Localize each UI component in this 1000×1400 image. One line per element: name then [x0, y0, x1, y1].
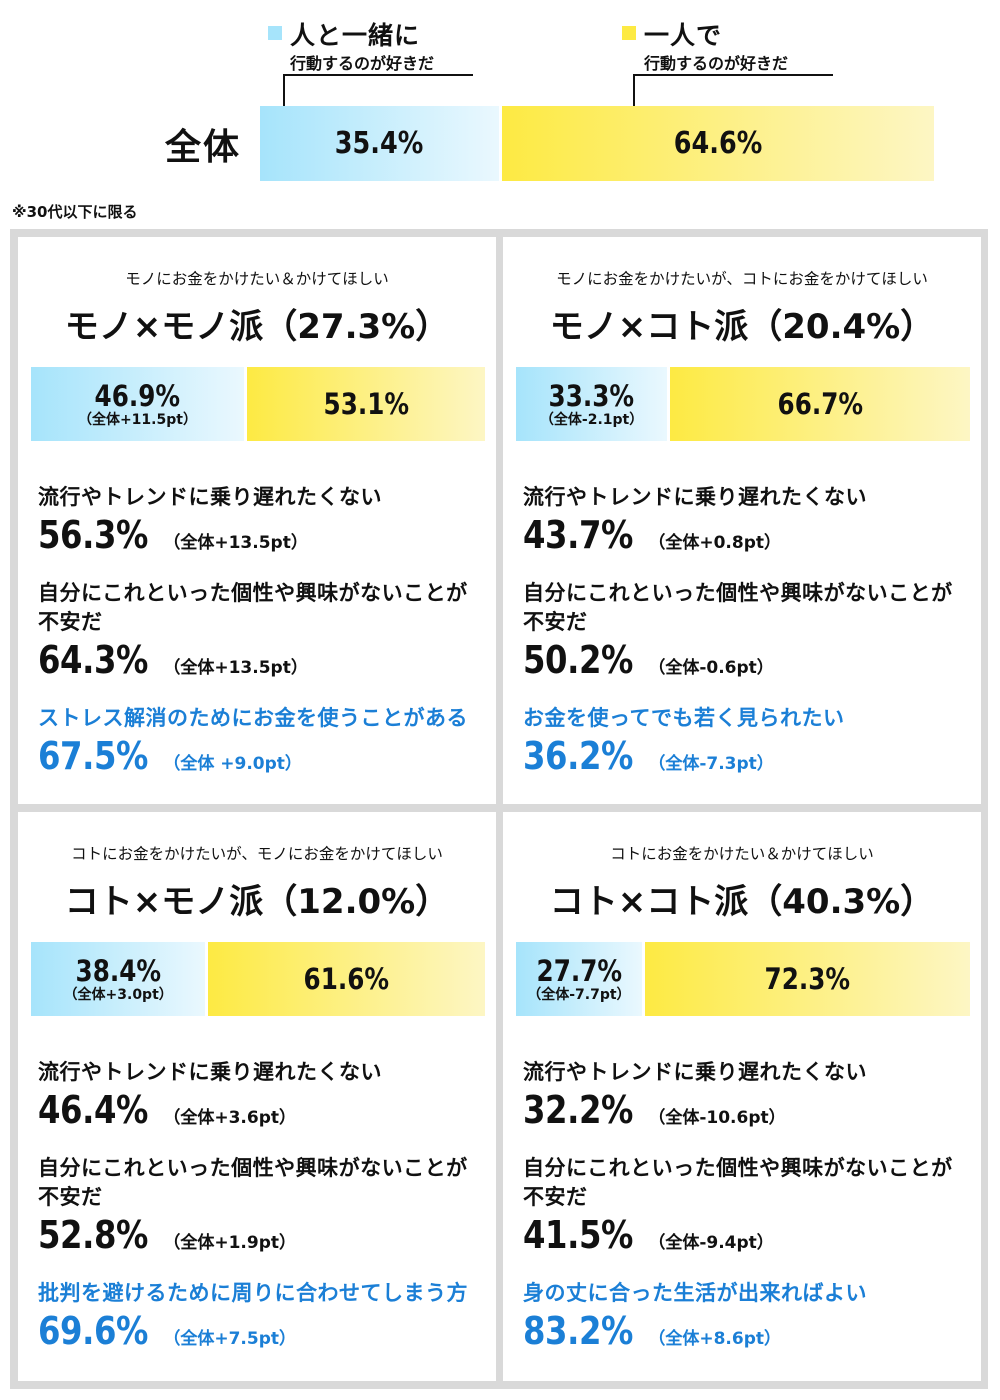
- stat-value: 67.5%: [38, 734, 148, 778]
- overall-bar: 35.4% 64.6%: [260, 106, 934, 181]
- panel-subtitle: コトにお金をかけたいが、モノにお金をかけてほしい: [71, 845, 443, 863]
- stat-label: 流行やトレンドに乗り遅れたくない: [523, 1060, 867, 1084]
- panel-bar: 38.4% （全体+3.0pt） 61.6%: [31, 942, 485, 1016]
- stat-value: 46.4%: [38, 1088, 148, 1132]
- bar-value-alone: 53.1%: [323, 387, 409, 421]
- stat-value: 43.7%: [523, 513, 633, 557]
- stat-label: 批判を避けるために周りに合わせてしまう方: [38, 1281, 468, 1305]
- panel-title: コト×コト派（40.3%）: [549, 882, 935, 922]
- bar-segment-together: 46.9% （全体+11.5pt）: [31, 367, 244, 441]
- stat-value: 83.2%: [523, 1309, 633, 1353]
- panel-title: モノ×モノ派（27.3%）: [64, 307, 450, 347]
- stat-label: 自分にこれといった個性や興味がないことが不安だ: [523, 1156, 953, 1209]
- stat-diff: （全体 +9.0pt）: [163, 754, 302, 774]
- stat-item: 自分にこれといった個性や興味がないことが不安だ 64.3% （全体+13.5pt）: [38, 579, 488, 683]
- stat-diff: （全体-0.6pt）: [648, 658, 774, 678]
- stat-item-highlight: 批判を避けるために周りに合わせてしまう方 69.6% （全体+7.5pt）: [38, 1279, 488, 1354]
- bar-diff-together: （全体+3.0pt）: [63, 987, 173, 1003]
- stat-value: 50.2%: [523, 638, 633, 682]
- panel-koto-mono: コトにお金をかけたいが、モノにお金をかけてほしい コト×モノ派（12.0%） 3…: [18, 812, 496, 1381]
- stat-diff: （全体+7.5pt）: [163, 1329, 296, 1349]
- stat-label: 自分にこれといった個性や興味がないことが不安だ: [38, 581, 468, 634]
- bar-segment-alone: 53.1%: [243, 367, 485, 441]
- stat-value: 41.5%: [523, 1213, 633, 1257]
- stat-diff: （全体-9.4pt）: [648, 1233, 774, 1253]
- stat-diff: （全体+13.5pt）: [163, 533, 308, 553]
- stat-diff: （全体+8.6pt）: [648, 1329, 781, 1349]
- bar-diff-together: （全体-2.1pt）: [539, 412, 644, 428]
- stat-diff: （全体+13.5pt）: [163, 658, 308, 678]
- stat-label: 自分にこれといった個性や興味がないことが不安だ: [38, 1156, 468, 1209]
- stat-value: 64.3%: [38, 638, 148, 682]
- bar-value-together: 46.9%: [94, 379, 181, 413]
- bar-value-alone: 72.3%: [764, 962, 851, 996]
- stat-item: 流行やトレンドに乗り遅れたくない 56.3% （全体+13.5pt）: [38, 483, 488, 558]
- panel-mono-koto: モノにお金をかけたいが、コトにお金をかけてほしい モノ×コト派（20.4%） 3…: [503, 237, 981, 804]
- panel-bar: 46.9% （全体+11.5pt） 53.1%: [31, 367, 485, 441]
- bar-value-together: 35.4%: [335, 126, 424, 161]
- bar-segment-together: 35.4%: [260, 106, 499, 181]
- bar-segment-alone: 64.6%: [498, 106, 934, 181]
- stat-label: 流行やトレンドに乗り遅れたくない: [38, 485, 382, 509]
- stat-item: 流行やトレンドに乗り遅れたくない 43.7% （全体+0.8pt）: [523, 483, 973, 558]
- stat-value: 52.8%: [38, 1213, 148, 1257]
- legend-alone-line1: 一人で: [644, 21, 723, 50]
- legend-together-line1: 人と一緒に: [290, 21, 421, 50]
- panel-subtitle: モノにお金をかけたいが、コトにお金をかけてほしい: [556, 270, 928, 288]
- overall-label: 全体: [165, 127, 242, 168]
- stat-diff: （全体-10.6pt）: [648, 1108, 786, 1128]
- stat-label: 自分にこれといった個性や興味がないことが不安だ: [523, 581, 953, 634]
- panel-title: モノ×コト派（20.4%）: [549, 307, 935, 347]
- bar-segment-alone: 61.6%: [205, 942, 485, 1016]
- stat-value: 32.2%: [523, 1088, 633, 1132]
- stat-item-highlight: ストレス解消のためにお金を使うことがある 67.5% （全体 +9.0pt）: [38, 704, 488, 779]
- legend-swatch-alone: [622, 26, 636, 40]
- panel-bar: 27.7% （全体-7.7pt） 72.3%: [516, 942, 970, 1016]
- stat-item: 自分にこれといった個性や興味がないことが不安だ 41.5% （全体-9.4pt）: [523, 1154, 973, 1258]
- panel-mono-mono: モノにお金をかけたい＆かけてほしい モノ×モノ派（27.3%） 46.9% （全…: [18, 237, 496, 804]
- stat-diff: （全体-7.3pt）: [648, 754, 774, 774]
- stat-item: 自分にこれといった個性や興味がないことが不安だ 50.2% （全体-0.6pt）: [523, 579, 973, 683]
- stat-label: 流行やトレンドに乗り遅れたくない: [38, 1060, 382, 1084]
- stat-label: お金を使ってでも若く見られたい: [523, 706, 845, 730]
- bar-value-alone: 66.7%: [777, 387, 863, 421]
- stat-value: 69.6%: [38, 1309, 148, 1353]
- stat-label: 身の丈に合った生活が出来ればよい: [523, 1281, 867, 1305]
- panel-bar: 33.3% （全体-2.1pt） 66.7%: [516, 367, 970, 441]
- panel-title: コト×モノ派（12.0%）: [64, 882, 450, 922]
- stat-value: 56.3%: [38, 513, 148, 557]
- bar-segment-together: 27.7% （全体-7.7pt）: [516, 942, 642, 1016]
- segment-panels-grid: モノにお金をかけたい＆かけてほしい モノ×モノ派（27.3%） 46.9% （全…: [10, 229, 988, 1389]
- legend-together-line2: 行動するのが好きだ: [290, 54, 435, 73]
- panel-subtitle: モノにお金をかけたい＆かけてほしい: [125, 270, 389, 288]
- panel-subtitle: コトにお金をかけたい＆かけてほしい: [610, 845, 874, 863]
- bar-value-together: 33.3%: [548, 379, 635, 413]
- footnote: ※30代以下に限る: [12, 203, 138, 221]
- stat-diff: （全体+1.9pt）: [163, 1233, 296, 1253]
- bar-value-together: 27.7%: [536, 954, 622, 988]
- bar-segment-together: 38.4% （全体+3.0pt）: [31, 942, 206, 1016]
- stat-item: 自分にこれといった個性や興味がないことが不安だ 52.8% （全体+1.9pt）: [38, 1154, 488, 1258]
- stat-item-highlight: お金を使ってでも若く見られたい 36.2% （全体-7.3pt）: [523, 704, 973, 779]
- legend-alone-line2: 行動するのが好きだ: [644, 54, 789, 73]
- bar-value-alone: 61.6%: [303, 962, 390, 996]
- stat-label: ストレス解消のためにお金を使うことがある: [38, 706, 468, 730]
- stat-item-highlight: 身の丈に合った生活が出来ればよい 83.2% （全体+8.6pt）: [523, 1279, 973, 1354]
- bar-diff-together: （全体+11.5pt）: [77, 412, 197, 428]
- bar-value-alone: 64.6%: [673, 126, 763, 161]
- bar-value-together: 38.4%: [75, 954, 161, 988]
- panel-koto-koto: コトにお金をかけたい＆かけてほしい コト×コト派（40.3%） 27.7% （全…: [503, 812, 981, 1381]
- stat-diff: （全体+0.8pt）: [648, 533, 781, 553]
- stat-value: 36.2%: [523, 734, 633, 778]
- bar-segment-together: 33.3% （全体-2.1pt）: [516, 367, 668, 441]
- stat-label: 流行やトレンドに乗り遅れたくない: [523, 485, 867, 509]
- stat-diff: （全体+3.6pt）: [163, 1108, 296, 1128]
- bar-segment-alone: 72.3%: [641, 942, 970, 1016]
- stat-item: 流行やトレンドに乗り遅れたくない 32.2% （全体-10.6pt）: [523, 1058, 973, 1133]
- legend-swatch-together: [268, 26, 282, 40]
- stat-item: 流行やトレンドに乗り遅れたくない 46.4% （全体+3.6pt）: [38, 1058, 488, 1133]
- bar-segment-alone: 66.7%: [667, 367, 970, 441]
- bar-diff-together: （全体-7.7pt）: [527, 987, 631, 1003]
